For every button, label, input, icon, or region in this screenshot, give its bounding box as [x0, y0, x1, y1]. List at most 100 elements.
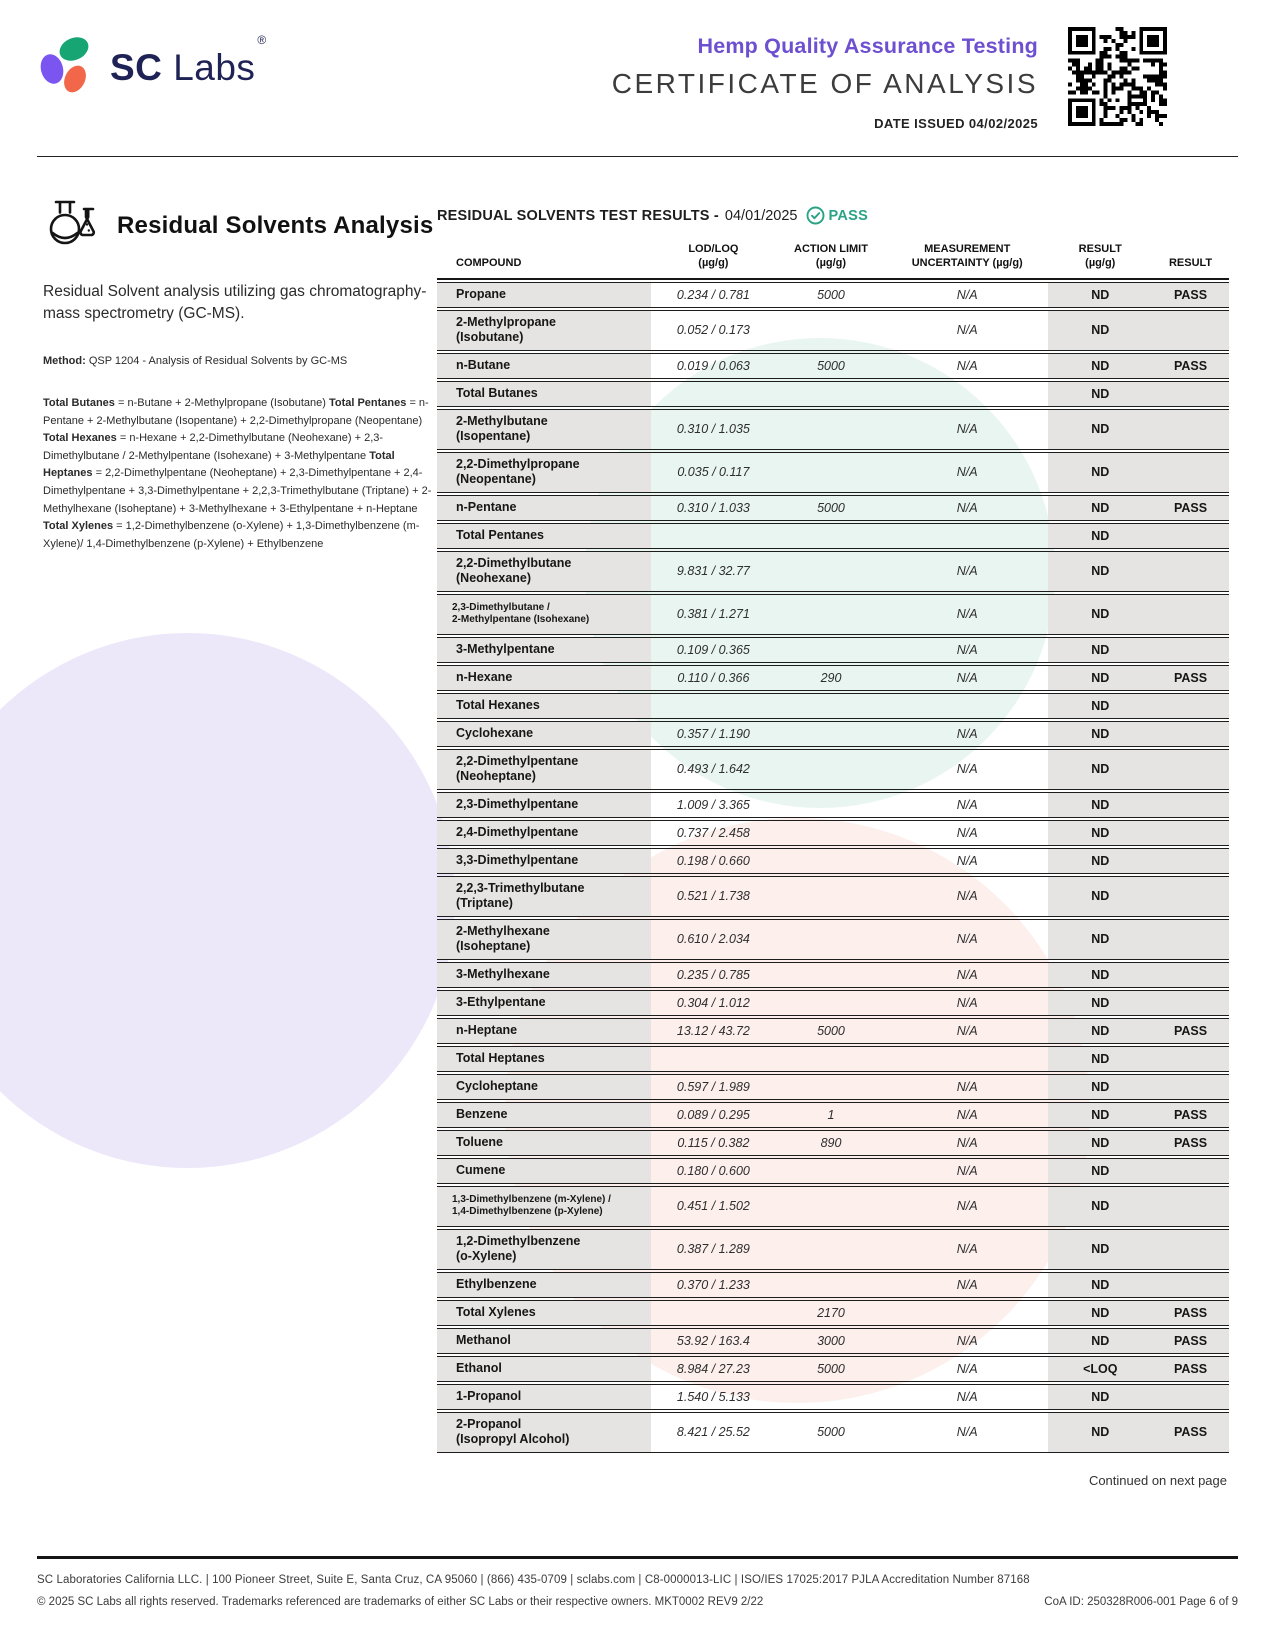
- lodloq-cell: 0.110 / 0.366: [650, 664, 776, 691]
- definition-item: Total Butanes = n-Butane + 2-Methylpropa…: [43, 397, 329, 409]
- pass-cell: [1152, 748, 1229, 790]
- uncertainty-cell: N/A: [886, 1383, 1049, 1410]
- pass-cell: [1152, 1073, 1229, 1100]
- action-limit-cell: [775, 1073, 887, 1100]
- compound-cell: 3,3-Dimethylpentane: [437, 847, 651, 874]
- pass-cell: [1152, 847, 1229, 874]
- compound-cell: 1,2-Dimethylbenzene (o-Xylene): [437, 1228, 651, 1270]
- result-cell: ND: [1048, 1045, 1153, 1072]
- lodloq-cell: 0.052 / 0.173: [650, 309, 776, 351]
- pass-cell: PASS: [1152, 1355, 1229, 1382]
- lodloq-cell: 53.92 / 163.4: [650, 1327, 776, 1354]
- pass-cell: [1152, 989, 1229, 1016]
- lodloq-cell: 0.109 / 0.365: [650, 636, 776, 663]
- definition-item: Total Xylenes = 1,2-Dimethylbenzene (o-X…: [43, 520, 419, 550]
- result-cell: ND: [1048, 281, 1153, 308]
- lodloq-cell: 0.310 / 1.033: [650, 494, 776, 521]
- table-row: Ethanol 8.984 / 27.23 5000 N/A <LOQ PASS: [437, 1355, 1229, 1382]
- table-row: Total Butanes ND: [437, 380, 1229, 407]
- lodloq-cell: 1.540 / 5.133: [650, 1383, 776, 1410]
- method-text: QSP 1204 - Analysis of Residual Solvents…: [85, 355, 348, 367]
- pass-cell: PASS: [1152, 1017, 1229, 1044]
- result-cell: ND: [1048, 692, 1153, 719]
- date-issued: DATE ISSUED 04/02/2025: [874, 116, 1038, 131]
- col-header-lodloq: LOD/LOQ (µg/g): [650, 241, 776, 280]
- result-cell: ND: [1048, 1327, 1153, 1354]
- table-row: Propane 0.234 / 0.781 5000 N/A ND PASS: [437, 281, 1229, 308]
- lodloq-cell: 0.451 / 1.502: [650, 1185, 776, 1227]
- action-limit-cell: [775, 408, 887, 450]
- pass-cell: [1152, 1045, 1229, 1072]
- result-cell: ND: [1048, 1299, 1153, 1326]
- uncertainty-cell: N/A: [886, 1228, 1049, 1270]
- definition-item: Total Hexanes = n-Hexane + 2,2-Dimethylb…: [43, 432, 383, 462]
- uncertainty-cell: N/A: [886, 1185, 1049, 1227]
- uncertainty-cell: N/A: [886, 309, 1049, 351]
- definition-text: = n-Butane + 2-Methylpropane (Isobutane): [114, 397, 329, 409]
- lodloq-cell: 0.198 / 0.660: [650, 847, 776, 874]
- compound-cell: Total Butanes: [437, 380, 651, 407]
- result-cell: ND: [1048, 380, 1153, 407]
- action-limit-cell: [775, 522, 887, 549]
- uncertainty-cell: N/A: [886, 1129, 1049, 1156]
- action-limit-cell: [775, 989, 887, 1016]
- result-cell: ND: [1048, 522, 1153, 549]
- result-cell: ND: [1048, 1101, 1153, 1128]
- action-limit-cell: [775, 593, 887, 635]
- table-row: 1,3-Dimethylbenzene (m-Xylene) /1,4-Dime…: [437, 1185, 1229, 1227]
- action-limit-cell: 890: [775, 1129, 887, 1156]
- table-row: 3-Methylpentane 0.109 / 0.365 N/A ND: [437, 636, 1229, 663]
- pass-cell: [1152, 522, 1229, 549]
- compound-cell: Ethanol: [437, 1355, 651, 1382]
- action-limit-cell: 5000: [775, 1355, 887, 1382]
- pass-cell: [1152, 819, 1229, 846]
- lodloq-cell: 0.035 / 0.117: [650, 451, 776, 493]
- method-line: Method: QSP 1204 - Analysis of Residual …: [43, 355, 435, 367]
- uncertainty-cell: N/A: [886, 352, 1049, 379]
- pass-cell: [1152, 1185, 1229, 1227]
- uncertainty-cell: N/A: [886, 1355, 1049, 1382]
- pass-cell: [1152, 720, 1229, 747]
- uncertainty-cell: N/A: [886, 819, 1049, 846]
- result-cell: ND: [1048, 636, 1153, 663]
- pass-cell: [1152, 1383, 1229, 1410]
- sclabs-logo-text: SC Labs®: [110, 33, 266, 89]
- action-limit-cell: [775, 918, 887, 960]
- table-row: Toluene 0.115 / 0.382 890 N/A ND PASS: [437, 1129, 1229, 1156]
- uncertainty-cell: [886, 1045, 1049, 1072]
- section-description: Residual Solvent analysis utilizing gas …: [43, 283, 427, 322]
- pass-cell: PASS: [1152, 494, 1229, 521]
- result-cell: ND: [1048, 352, 1153, 379]
- results-heading-text: RESIDUAL SOLVENTS TEST RESULTS -: [437, 207, 719, 224]
- result-cell: ND: [1048, 1271, 1153, 1298]
- compound-cell: 2,3-Dimethylbutane /2-Methylpentane (Iso…: [437, 593, 651, 635]
- lodloq-cell: [650, 522, 776, 549]
- compound-cell: 3-Methylhexane: [437, 961, 651, 988]
- result-cell: ND: [1048, 1017, 1153, 1044]
- action-limit-cell: [775, 1157, 887, 1184]
- result-cell: ND: [1048, 819, 1153, 846]
- lodloq-cell: 0.370 / 1.233: [650, 1271, 776, 1298]
- uncertainty-cell: N/A: [886, 1327, 1049, 1354]
- pass-cell: PASS: [1152, 1101, 1229, 1128]
- header-title-block: Hemp Quality Assurance Testing CERTIFICA…: [612, 34, 1038, 131]
- page-footer: SC Laboratories California LLC. | 100 Pi…: [37, 1556, 1238, 1608]
- logo-text-light: Labs: [173, 46, 256, 88]
- action-limit-cell: 5000: [775, 1017, 887, 1044]
- pass-cell: [1152, 791, 1229, 818]
- uncertainty-cell: [886, 692, 1049, 719]
- uncertainty-cell: N/A: [886, 593, 1049, 635]
- footer-lab-info: SC Laboratories California LLC. | 100 Pi…: [37, 1574, 1030, 1586]
- check-circle-icon: [806, 206, 824, 225]
- compound-cell: Total Heptanes: [437, 1045, 651, 1072]
- action-limit-cell: [775, 791, 887, 818]
- compound-cell: Total Hexanes: [437, 692, 651, 719]
- uncertainty-cell: N/A: [886, 281, 1049, 308]
- table-row: 2-Methylhexane (Isoheptane) 0.610 / 2.034…: [437, 918, 1229, 960]
- compound-cell: Methanol: [437, 1327, 651, 1354]
- table-row: n-Heptane 13.12 / 43.72 5000 N/A ND PASS: [437, 1017, 1229, 1044]
- footer-copyright: © 2025 SC Labs all rights reserved. Trad…: [37, 1596, 764, 1608]
- table-row: 2,3-Dimethylbutane /2-Methylpentane (Iso…: [437, 593, 1229, 635]
- result-cell: ND: [1048, 989, 1153, 1016]
- pass-cell: PASS: [1152, 352, 1229, 379]
